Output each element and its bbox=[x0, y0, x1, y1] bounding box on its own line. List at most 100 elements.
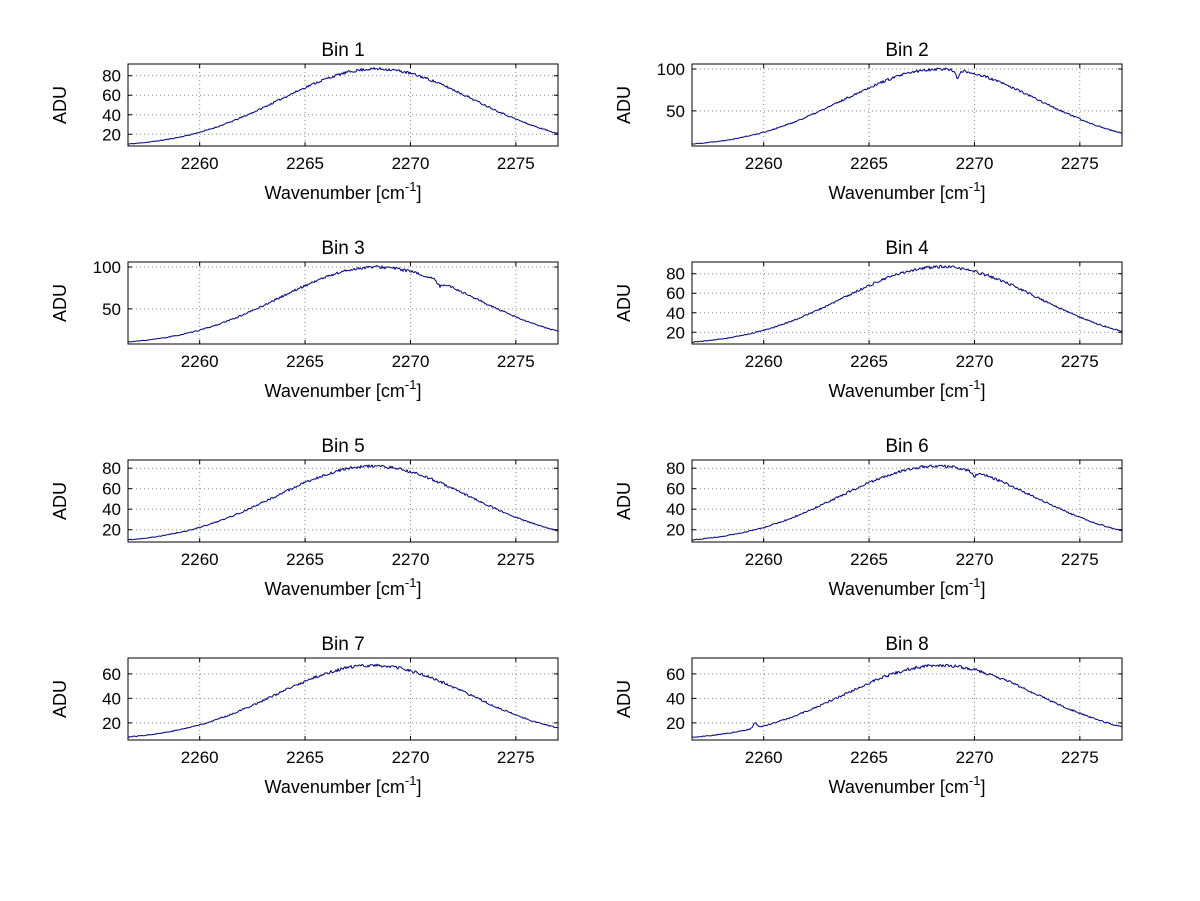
subplot-bin-2: Bin 2 2260 2265 2270 2275 50 100 ADU Wavenumber… bbox=[600, 34, 1200, 232]
spectrum-curve bbox=[692, 464, 1123, 541]
y-axis-label: ADU bbox=[614, 284, 634, 322]
axes-box bbox=[127, 459, 559, 543]
plot-canvas-bin-3: Bin 3 2260 2265 2270 2275 50 100 ADU Wavenumber… bbox=[50, 238, 559, 401]
subplot-bin-4: Bin 4 2260 2265 2270 2275 20 40 60 80 ADU Wavenum… bbox=[600, 232, 1200, 430]
axes-box bbox=[691, 261, 1123, 345]
y-axis-label: ADU bbox=[50, 86, 70, 124]
plot-title: Bin 2 bbox=[885, 40, 928, 61]
y-tick-label: 100 bbox=[657, 60, 685, 79]
plot-title: Bin 3 bbox=[321, 238, 364, 259]
axes-box bbox=[691, 657, 1123, 741]
y-tick-label: 20 bbox=[666, 521, 685, 540]
plot-canvas-bin-7: Bin 7 2260 2265 2270 2275 20 40 60 ADU Wavenumbe… bbox=[50, 634, 559, 797]
axes-box bbox=[127, 657, 559, 741]
y-tick-label: 60 bbox=[666, 284, 685, 303]
x-tick-label: 2270 bbox=[956, 154, 994, 173]
x-tick-label: 2260 bbox=[745, 352, 783, 371]
y-tick-label: 40 bbox=[666, 304, 685, 323]
plot-title: Bin 4 bbox=[885, 238, 929, 259]
axes-box bbox=[691, 63, 1123, 147]
x-tick-label: 2260 bbox=[745, 550, 783, 569]
x-axis-label: Wavenumber [cm-1] bbox=[829, 179, 986, 203]
x-tick-label: 2265 bbox=[286, 550, 324, 569]
subplot-bin-7: Bin 7 2260 2265 2270 2275 20 40 60 ADU Wavenumbe… bbox=[0, 628, 600, 826]
axes-box bbox=[127, 63, 559, 147]
x-tick-label: 2260 bbox=[181, 550, 219, 569]
plot-title: Bin 8 bbox=[885, 634, 928, 655]
y-tick-label: 20 bbox=[102, 125, 121, 144]
x-tick-label: 2265 bbox=[850, 550, 888, 569]
x-axis-label: Wavenumber [cm-1] bbox=[829, 575, 986, 599]
x-axis-label: Wavenumber [cm-1] bbox=[265, 377, 422, 401]
x-tick-label: 2270 bbox=[392, 550, 430, 569]
x-tick-label: 2275 bbox=[497, 550, 535, 569]
y-axis-label: ADU bbox=[50, 284, 70, 322]
y-tick-label: 60 bbox=[102, 86, 121, 105]
y-tick-label: 80 bbox=[666, 265, 685, 284]
x-tick-label: 2260 bbox=[745, 154, 783, 173]
plot-area: 2260 2265 2270 2275 20 40 60 ADU Wavenumber [cm-… bbox=[614, 657, 1123, 797]
y-tick-label: 40 bbox=[666, 500, 685, 519]
x-tick-label: 2265 bbox=[286, 154, 324, 173]
plot-title: Bin 7 bbox=[321, 634, 364, 655]
x-tick-label: 2275 bbox=[497, 352, 535, 371]
plot-canvas-bin-8: Bin 8 2260 2265 2270 2275 20 40 60 ADU Wavenumbe… bbox=[614, 634, 1123, 797]
x-axis-label: Wavenumber [cm-1] bbox=[829, 377, 986, 401]
axes-box bbox=[691, 459, 1123, 543]
x-tick-label: 2275 bbox=[1061, 748, 1099, 767]
y-tick-label: 60 bbox=[102, 480, 121, 499]
x-axis-label: Wavenumber [cm-1] bbox=[265, 773, 422, 797]
subplot-bin-6: Bin 6 2260 2265 2270 2275 20 40 60 80 ADU Wavenum… bbox=[600, 430, 1200, 628]
plot-title: Bin 6 bbox=[885, 436, 928, 457]
x-axis-label: Wavenumber [cm-1] bbox=[265, 575, 422, 599]
x-tick-label: 2265 bbox=[850, 748, 888, 767]
x-tick-label: 2275 bbox=[1061, 154, 1099, 173]
x-tick-label: 2275 bbox=[497, 154, 535, 173]
spectrum-curve bbox=[691, 67, 1123, 145]
plot-area: 2260 2265 2270 2275 20 40 60 ADU Wavenumber [cm-… bbox=[50, 657, 559, 797]
x-tick-label: 2265 bbox=[850, 352, 888, 371]
y-tick-label: 20 bbox=[666, 323, 685, 342]
y-tick-label: 100 bbox=[93, 258, 121, 277]
y-axis-label: ADU bbox=[50, 680, 70, 718]
plot-area: 2260 2265 2270 2275 50 100 ADU Wavenumber [cm-1… bbox=[614, 60, 1123, 203]
subplot-bin-5: Bin 5 2260 2265 2270 2275 20 40 60 80 ADU Wavenum… bbox=[0, 430, 600, 628]
y-tick-label: 60 bbox=[666, 480, 685, 499]
spectrum-curve bbox=[691, 264, 1123, 343]
y-tick-label: 40 bbox=[102, 500, 121, 519]
x-tick-label: 2265 bbox=[286, 352, 324, 371]
x-axis-label: Wavenumber [cm-1] bbox=[265, 179, 422, 203]
x-tick-label: 2265 bbox=[850, 154, 888, 173]
subplot-bin-3: Bin 3 2260 2265 2270 2275 50 100 ADU Wavenumber… bbox=[0, 232, 600, 430]
spectrum-curve bbox=[127, 464, 559, 541]
y-tick-label: 20 bbox=[102, 714, 121, 733]
x-tick-label: 2275 bbox=[1061, 352, 1099, 371]
y-tick-label: 60 bbox=[666, 665, 685, 684]
x-tick-label: 2260 bbox=[181, 748, 219, 767]
x-tick-label: 2275 bbox=[1061, 550, 1099, 569]
spectrum-curve bbox=[127, 67, 559, 145]
x-tick-label: 2260 bbox=[745, 748, 783, 767]
y-tick-label: 40 bbox=[102, 106, 121, 125]
subplot-bin-1: Bin 1 2260 2265 2270 2275 20 40 60 80 ADU Wavenum… bbox=[0, 34, 600, 232]
x-tick-label: 2265 bbox=[286, 748, 324, 767]
spectrum-curve bbox=[127, 663, 559, 738]
plot-area: 2260 2265 2270 2275 50 100 ADU Wavenumber [cm-1… bbox=[50, 258, 559, 401]
y-tick-label: 80 bbox=[102, 67, 121, 86]
x-tick-label: 2270 bbox=[956, 550, 994, 569]
plot-title: Bin 5 bbox=[321, 436, 364, 457]
y-tick-label: 80 bbox=[102, 459, 121, 478]
x-tick-label: 2270 bbox=[392, 154, 430, 173]
y-tick-label: 20 bbox=[102, 521, 121, 540]
subplot-grid: Bin 1 2260 2265 2270 2275 20 40 60 80 ADU Wavenum… bbox=[0, 34, 1200, 826]
spectrum-curve bbox=[692, 663, 1123, 738]
y-tick-label: 60 bbox=[102, 665, 121, 684]
y-tick-label: 50 bbox=[666, 102, 685, 121]
x-tick-label: 2275 bbox=[497, 748, 535, 767]
